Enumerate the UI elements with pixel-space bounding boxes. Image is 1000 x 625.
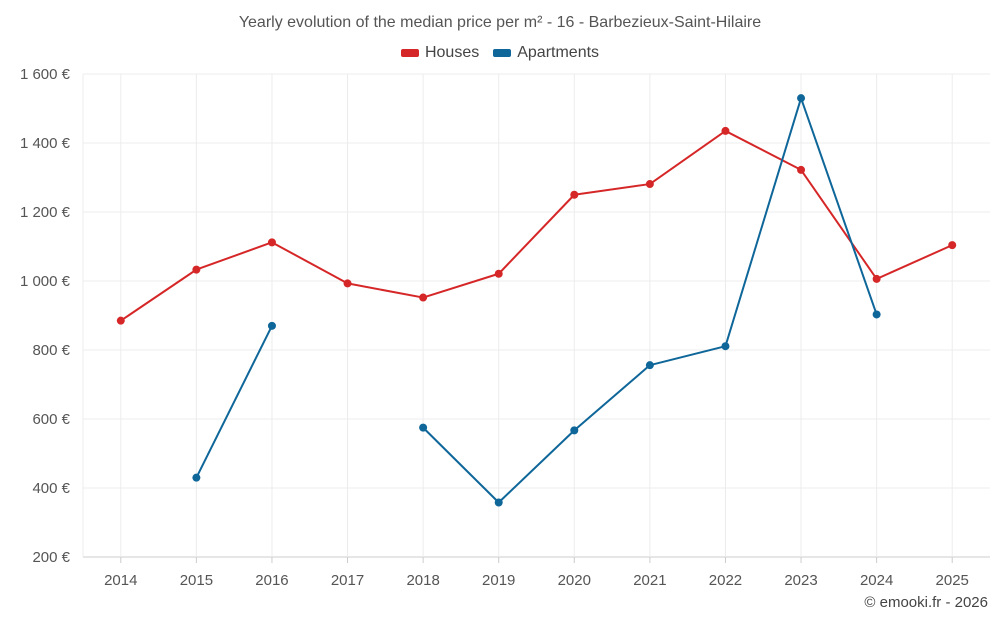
x-tick-label: 2023 — [784, 572, 817, 589]
legend-item-houses[interactable]: Houses — [400, 44, 480, 62]
data-point-houses — [948, 241, 957, 250]
legend: Houses Apartments — [0, 44, 1000, 62]
x-tick-label: 2021 — [633, 572, 666, 589]
legend-swatch-houses — [400, 49, 419, 57]
y-tick-label: 1 000 € — [20, 273, 71, 290]
data-point-apartments — [570, 426, 579, 435]
legend-label-houses: Houses — [424, 44, 480, 61]
x-tick-label: 2025 — [936, 572, 969, 589]
legend-swatch-apartments — [493, 49, 512, 57]
y-tick-label: 400 € — [32, 480, 70, 497]
x-tick-label: 2015 — [180, 572, 213, 589]
data-point-apartments — [494, 498, 503, 507]
x-tick-label: 2019 — [482, 572, 515, 589]
x-tick-label: 2018 — [406, 572, 439, 589]
data-point-houses — [419, 293, 428, 302]
data-point-houses — [192, 265, 201, 274]
y-tick-label: 800 € — [32, 342, 70, 359]
credit-text: © emooki.fr - 2026 — [864, 594, 988, 611]
data-point-houses — [872, 274, 881, 283]
data-point-houses — [116, 316, 125, 325]
legend-item-apartments[interactable]: Apartments — [493, 44, 599, 62]
y-tick-label: 1 400 € — [20, 135, 71, 152]
data-point-houses — [494, 269, 503, 278]
data-point-houses — [570, 190, 579, 199]
series-line-houses — [120, 129, 953, 322]
y-tick-label: 1 200 € — [20, 204, 71, 221]
x-tick-label: 2022 — [709, 572, 742, 589]
data-point-apartments — [721, 342, 730, 351]
data-point-houses — [343, 279, 352, 288]
series-line-apartments — [195, 325, 273, 479]
data-point-apartments — [797, 94, 806, 103]
x-tick-label: 2016 — [255, 572, 288, 589]
data-point-houses — [797, 165, 806, 174]
data-point-apartments — [872, 310, 881, 319]
y-tick-label: 600 € — [32, 411, 70, 428]
x-tick-label: 2017 — [331, 572, 364, 589]
y-tick-label: 200 € — [32, 549, 70, 566]
data-point-houses — [267, 238, 276, 247]
data-point-apartments — [267, 321, 276, 330]
chart-title: Yearly evolution of the median price per… — [238, 14, 762, 31]
x-tick-label: 2024 — [860, 572, 893, 589]
data-point-houses — [721, 126, 730, 135]
y-tick-label: 1 600 € — [20, 66, 71, 83]
x-tick-label: 2014 — [104, 572, 137, 589]
data-point-houses — [645, 180, 654, 189]
data-point-apartments — [192, 473, 201, 482]
legend-label-apartments: Apartments — [517, 44, 600, 61]
data-point-apartments — [645, 361, 654, 370]
data-point-apartments — [419, 423, 428, 432]
x-tick-label: 2020 — [558, 572, 591, 589]
